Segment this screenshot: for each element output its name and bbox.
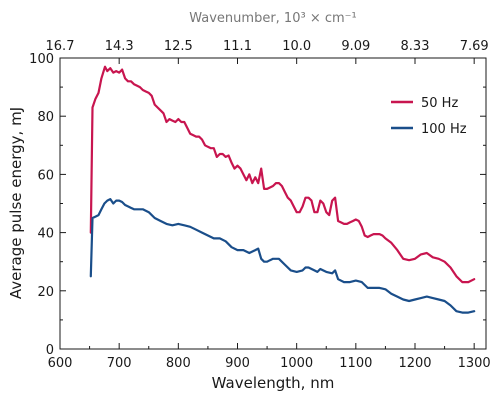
x2-tick-label: 16.7 [46,39,75,54]
x-tick-label: 800 [166,356,191,371]
x2-tick-label: 10.0 [282,39,311,54]
x2-tick-label: 7.69 [460,39,489,54]
x2-tick-label: 12.5 [164,39,193,54]
x-tick-label: 600 [48,356,73,371]
legend-label: 50 Hz [421,96,458,111]
series-line-100hz [89,198,476,314]
x-tick-label: 1300 [458,356,491,371]
x-axis-label: Wavelength, nm [212,374,335,392]
x-tick-label: 1200 [398,356,431,371]
y-axis-label: Average pulse energy, mJ [7,107,25,299]
y-tick-label: 80 [37,110,54,125]
x-tick-label: 1000 [280,356,313,371]
y-tick-label: 0 [46,343,54,358]
x-tick-label: 700 [107,356,132,371]
y-tick-label: 60 [37,168,54,183]
x2-tick-label: 11.1 [223,39,252,54]
y-tick-label: 100 [29,52,54,67]
series-line-50hz [89,65,476,284]
x2-tick-label: 9.09 [341,39,370,54]
x-tick-label: 900 [225,356,250,371]
y-tick-label: 20 [37,285,54,300]
x2-tick-label: 14.3 [105,39,134,54]
x-tick-label: 1100 [339,356,372,371]
legend-label: 100 Hz [421,122,467,137]
top-axis-label: Wavenumber, 10³ × cm⁻¹ [189,11,356,26]
y-tick-label: 40 [37,227,54,242]
x2-tick-label: 8.33 [401,39,430,54]
